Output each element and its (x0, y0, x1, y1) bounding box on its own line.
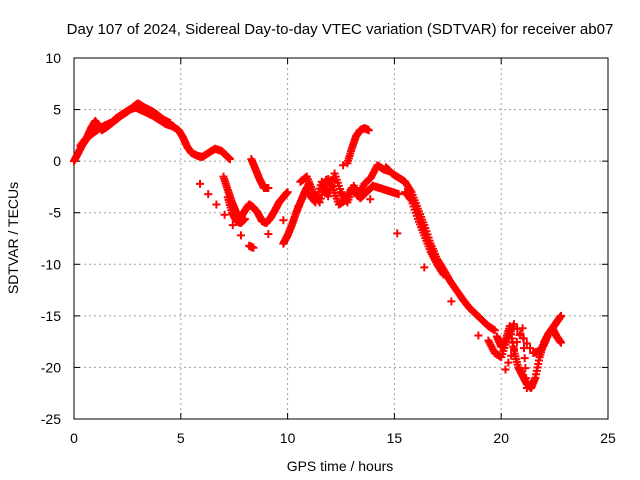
data-point (439, 270, 448, 279)
y-tick-label: 0 (53, 153, 61, 169)
data-point (196, 179, 205, 188)
data-point (406, 194, 415, 203)
x-axis-label: GPS time / hours (287, 458, 394, 474)
x-tick-label: 20 (493, 430, 509, 446)
series-afternoon-descent-b (401, 188, 448, 279)
x-tick-labels: 0 5 10 15 20 25 (70, 430, 616, 446)
data-point (366, 195, 375, 204)
x-tick-label: 10 (280, 430, 296, 446)
data-point (294, 202, 303, 211)
data-point (521, 364, 530, 373)
series-rising-1330 (343, 124, 373, 168)
data-point (393, 229, 402, 238)
plot-frame (73, 57, 609, 420)
y-tick-label: -5 (49, 205, 62, 221)
data-markers (70, 99, 566, 393)
data-point (220, 210, 229, 219)
series-isolated-points (196, 161, 531, 393)
data-point (522, 339, 531, 348)
y-tick-label: 5 (53, 102, 61, 118)
data-point (249, 243, 258, 252)
data-point (326, 184, 335, 193)
data-point (212, 200, 221, 209)
y-axis-label: SDTVAR / TECUs (5, 182, 21, 294)
y-tick-label: -25 (41, 411, 61, 427)
data-point (204, 190, 213, 199)
data-point (327, 180, 336, 189)
data-point (324, 175, 333, 184)
data-point (557, 338, 566, 347)
y-tick-labels: 10 5 0 -5 -10 -15 -20 -25 (41, 50, 61, 427)
data-point (279, 216, 288, 225)
y-tick-label: -10 (41, 256, 61, 272)
x-tick-label: 25 (600, 430, 616, 446)
data-point (324, 192, 333, 201)
data-point (474, 331, 483, 340)
data-point (507, 351, 516, 360)
y-tick-label: -20 (41, 359, 61, 375)
data-point (518, 324, 527, 333)
data-point (520, 354, 529, 363)
series-early-offset-arc (76, 99, 175, 150)
data-point (504, 358, 513, 367)
data-point (420, 263, 429, 272)
series-segment-8h (247, 155, 273, 192)
data-point (264, 183, 273, 192)
series-late-morning-branch (223, 193, 249, 228)
data-point (447, 297, 456, 306)
data-point (519, 344, 528, 353)
y-tick-label: 10 (45, 50, 61, 66)
chart-title: Day 107 of 2024, Sidereal Day-to-day VTE… (67, 21, 614, 38)
data-point (501, 365, 510, 374)
data-point (240, 214, 249, 223)
data-point (522, 374, 531, 383)
x-tick-label: 0 (70, 430, 78, 446)
series-afternoon-descent (381, 163, 499, 335)
data-point (364, 126, 373, 135)
data-point (522, 384, 531, 393)
data-point (166, 118, 175, 127)
data-point (228, 221, 237, 230)
series-drop-to-minus8 (279, 179, 313, 248)
data-point (225, 155, 234, 164)
data-point (510, 344, 519, 353)
y-tick-label: -15 (41, 308, 61, 324)
data-point (283, 188, 292, 197)
data-point (512, 337, 521, 346)
data-point (325, 188, 334, 197)
data-point (309, 188, 318, 197)
x-tick-label: 5 (177, 430, 185, 446)
series-midday-loop-b (304, 169, 403, 207)
data-point (557, 311, 566, 320)
series-evening-b (484, 320, 566, 362)
data-point (394, 190, 403, 199)
data-point (328, 177, 337, 186)
x-tick-label: 15 (387, 430, 403, 446)
grid (74, 58, 608, 419)
data-point (519, 334, 528, 343)
data-point (236, 231, 245, 240)
data-point (264, 230, 273, 239)
data-point (339, 161, 348, 170)
data-point (510, 320, 519, 329)
data-point (490, 326, 499, 335)
